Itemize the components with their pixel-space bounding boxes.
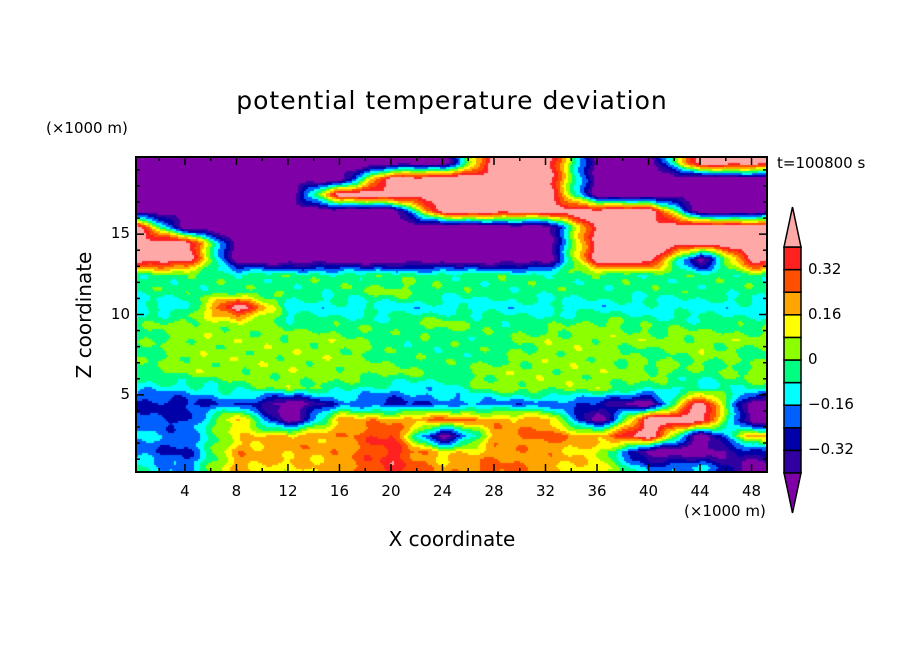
colorbar-box bbox=[783, 427, 802, 452]
colorbar-box bbox=[783, 291, 802, 316]
x-tick-label: 28 bbox=[484, 482, 504, 500]
y-tick-label: 10 bbox=[110, 304, 130, 323]
colorbar-box bbox=[783, 359, 802, 384]
colorbar-tick-label: 0.16 bbox=[808, 304, 842, 323]
colorbar-box bbox=[783, 404, 802, 429]
plot-frame bbox=[135, 156, 768, 473]
x-tick-label: 24 bbox=[432, 482, 453, 500]
x-axis-unit: (×1000 m) bbox=[684, 502, 766, 520]
colorbar-box bbox=[783, 336, 802, 361]
colorbar-box bbox=[783, 268, 802, 293]
x-tick-label: 12 bbox=[278, 482, 298, 500]
colorbar-lower-extension bbox=[783, 472, 802, 514]
x-tick-label: 36 bbox=[587, 482, 607, 500]
colorbar-tick-label: 0 bbox=[808, 350, 818, 368]
x-tick-label: 32 bbox=[535, 482, 556, 500]
x-tick-label: 44 bbox=[690, 482, 710, 500]
colorbar-box bbox=[783, 381, 802, 406]
x-tick-label: 48 bbox=[742, 482, 762, 500]
x-tick-label: 40 bbox=[638, 482, 659, 500]
y-tick-label: 5 bbox=[120, 384, 130, 403]
y-tick-label: 15 bbox=[110, 224, 130, 243]
colorbar-box bbox=[783, 314, 802, 339]
x-tick-label: 20 bbox=[381, 482, 401, 500]
colorbar-tick-label: −0.32 bbox=[808, 440, 854, 459]
chart-title: potential temperature deviation bbox=[236, 86, 668, 115]
x-tick-label: 8 bbox=[231, 482, 242, 500]
colorbar-upper-extension bbox=[783, 206, 802, 248]
colorbar-tick-label: −0.16 bbox=[808, 395, 854, 414]
colorbar-box bbox=[783, 246, 802, 271]
x-tick-label: 16 bbox=[329, 482, 349, 500]
y-axis-unit: (×1000 m) bbox=[46, 119, 128, 137]
colorbar-box bbox=[783, 449, 802, 474]
contour-fill bbox=[136, 157, 767, 472]
x-tick-label: 4 bbox=[180, 482, 190, 500]
x-axis-label: X coordinate bbox=[388, 527, 516, 551]
colorbar-tick-label: 0.32 bbox=[808, 259, 842, 278]
time-label: t=100800 s bbox=[777, 154, 866, 172]
